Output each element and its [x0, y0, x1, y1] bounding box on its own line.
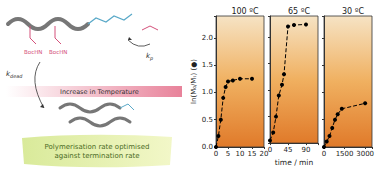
- svg-text:100 ºC: 100 ºC: [231, 7, 259, 16]
- svg-text:5: 5: [226, 150, 230, 158]
- svg-text:65 ºC: 65 ºC: [288, 7, 310, 16]
- svg-text:0.0: 0.0: [202, 143, 213, 151]
- svg-text:2.0: 2.0: [202, 34, 213, 42]
- svg-text:45: 45: [284, 146, 293, 154]
- svg-text:Polymerisation rate optimised: Polymerisation rate optimised: [45, 143, 150, 151]
- svg-text:90: 90: [302, 146, 311, 154]
- svg-text:kdead: kdead: [6, 70, 23, 79]
- svg-text:0: 0: [322, 150, 326, 158]
- svg-text:0.5: 0.5: [202, 116, 213, 124]
- svg-text:3000: 3000: [356, 150, 374, 158]
- svg-text:0: 0: [214, 150, 218, 158]
- svg-text:Increase in Temperature: Increase in Temperature: [60, 88, 139, 96]
- svg-text:1500: 1500: [336, 150, 354, 158]
- svg-text:15: 15: [248, 150, 257, 158]
- svg-text:0: 0: [268, 146, 272, 154]
- svg-text:ln(M₀/Mₜ) (●): ln(M₀/Mₜ) (●): [190, 59, 198, 104]
- svg-text:against termination rate: against termination rate: [54, 152, 139, 160]
- svg-text:time / min: time / min: [275, 158, 314, 167]
- svg-text:10: 10: [236, 150, 245, 158]
- svg-text:kp: kp: [146, 52, 153, 62]
- svg-text:BocHN: BocHN: [24, 49, 42, 55]
- svg-text:BocHN: BocHN: [49, 49, 67, 55]
- svg-text:20: 20: [259, 149, 269, 158]
- svg-text:1.0: 1.0: [202, 88, 213, 96]
- svg-text:30 ºC: 30 ºC: [342, 7, 364, 16]
- svg-text:1.5: 1.5: [202, 61, 213, 69]
